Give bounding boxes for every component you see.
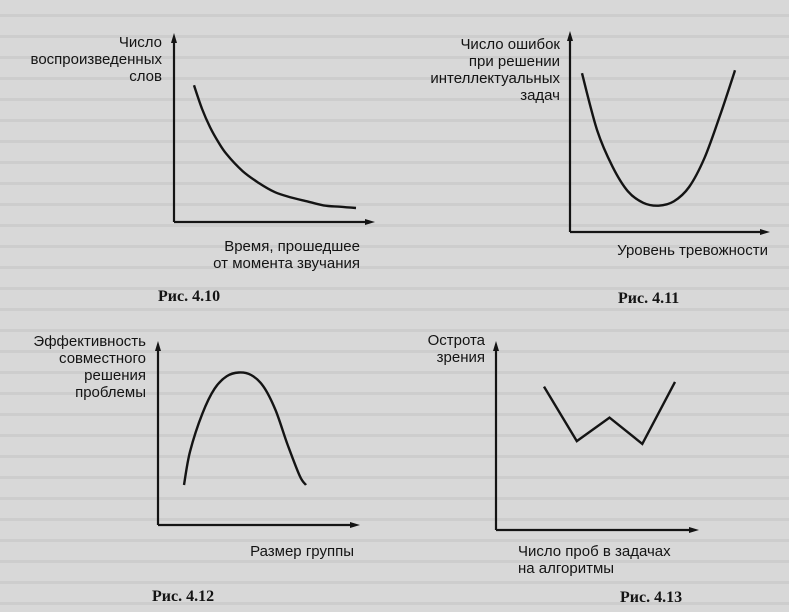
fig-4-10-caption: Рис. 4.10 xyxy=(158,288,221,305)
fig-4-11-curve xyxy=(580,69,737,207)
fig-4-11-xlabel-line: Уровень тревожности xyxy=(617,242,768,259)
fig-4-13-ylabel: Острота зрения xyxy=(380,332,485,366)
fig-4-10-curve xyxy=(192,84,357,210)
fig-4-11-ylabel-line: Число ошибок xyxy=(460,36,560,53)
fig-4-10-xlabel-line: от момента звучания xyxy=(213,255,360,272)
fig-4-11-caption: Рис. 4.11 xyxy=(618,290,680,307)
fig-4-12-axes xyxy=(155,341,360,528)
fig-4-13-ylabel-line: Острота xyxy=(427,332,485,349)
fig-4-10-xlabel: Время, прошедшее от момента звучания xyxy=(160,238,360,272)
fig-4-12-curve xyxy=(182,371,307,486)
fig-4-13-xlabel-line: на алгоритмы xyxy=(518,560,615,577)
fig-4-11-ylabel-line: задач xyxy=(520,87,560,104)
fig-4-13-xlabel: Число проб в задачах на алгоритмы xyxy=(518,543,718,577)
fig-4-10-xlabel-line: Время, прошедшее xyxy=(224,238,360,255)
fig-4-11-axes xyxy=(567,31,770,235)
fig-4-13-ylabel-line: зрения xyxy=(436,349,485,366)
fig-4-12-ylabel: Эффективность совместного решения пробле… xyxy=(2,333,146,401)
fig-4-11-ylabel: Число ошибок при решении интеллектуальны… xyxy=(400,36,560,104)
fig-4-10-ylabel-line: Число xyxy=(118,34,162,51)
fig-4-12-ylabel-line: совместного xyxy=(59,350,146,367)
fig-4-12-xlabel-line: Размер группы xyxy=(250,543,354,560)
fig-4-12-caption: Рис. 4.12 xyxy=(152,588,215,605)
fig-4-12-ylabel-line: проблемы xyxy=(75,384,146,401)
fig-4-10-ylabel: Число воспроизведенных слов xyxy=(10,34,162,85)
fig-4-10-ylabel-line: воспроизведенных xyxy=(30,51,162,68)
fig-4-12-ylabel-line: решения xyxy=(84,367,146,384)
fig-4-10-axes xyxy=(171,33,375,225)
fig-4-11-xlabel: Уровень тревожности xyxy=(560,242,768,259)
fig-4-12-ylabel-line: Эффективность xyxy=(33,333,146,350)
fig-4-11-ylabel-line: интеллектуальных xyxy=(430,70,560,87)
fig-4-13-axes xyxy=(493,341,699,533)
fig-4-13-caption: Рис. 4.13 xyxy=(620,589,683,606)
fig-4-10-ylabel-line: слов xyxy=(129,68,162,85)
fig-4-12-xlabel: Размер группы xyxy=(160,543,354,560)
fig-4-13-curve xyxy=(542,381,677,446)
fig-4-13-xlabel-line: Число проб в задачах xyxy=(518,543,671,560)
fig-4-11-ylabel-line: при решении xyxy=(468,53,560,70)
